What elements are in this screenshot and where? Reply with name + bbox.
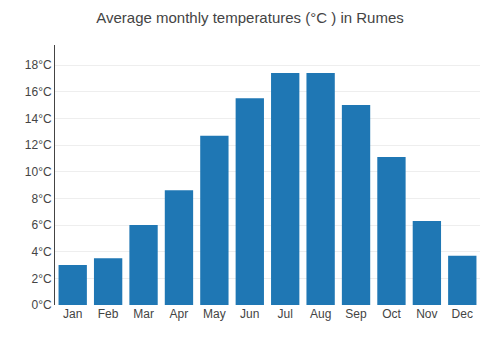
svg-text:8°C: 8°C [31,192,51,206]
svg-text:Nov: Nov [416,307,437,321]
svg-text:14°C: 14°C [25,112,52,126]
svg-text:Mar: Mar [133,307,154,321]
svg-text:2°C: 2°C [31,272,51,286]
svg-text:Average monthly temperatures (: Average monthly temperatures (°C ) in Ru… [96,9,404,26]
svg-text:18°C: 18°C [25,58,52,72]
svg-text:Sep: Sep [345,307,367,321]
svg-text:Oct: Oct [382,307,401,321]
svg-text:Apr: Apr [170,307,189,321]
svg-text:4°C: 4°C [31,245,51,259]
svg-text:Jun: Jun [240,307,259,321]
svg-text:Jul: Jul [278,307,293,321]
svg-text:16°C: 16°C [25,85,52,99]
svg-text:0°C: 0°C [31,298,51,312]
svg-text:Aug: Aug [310,307,331,321]
svg-text:6°C: 6°C [31,218,51,232]
svg-text:Dec: Dec [452,307,473,321]
svg-text:Feb: Feb [98,307,119,321]
svg-text:10°C: 10°C [25,165,52,179]
svg-text:Jan: Jan [63,307,82,321]
svg-text:12°C: 12°C [25,138,52,152]
svg-text:May: May [203,307,226,321]
